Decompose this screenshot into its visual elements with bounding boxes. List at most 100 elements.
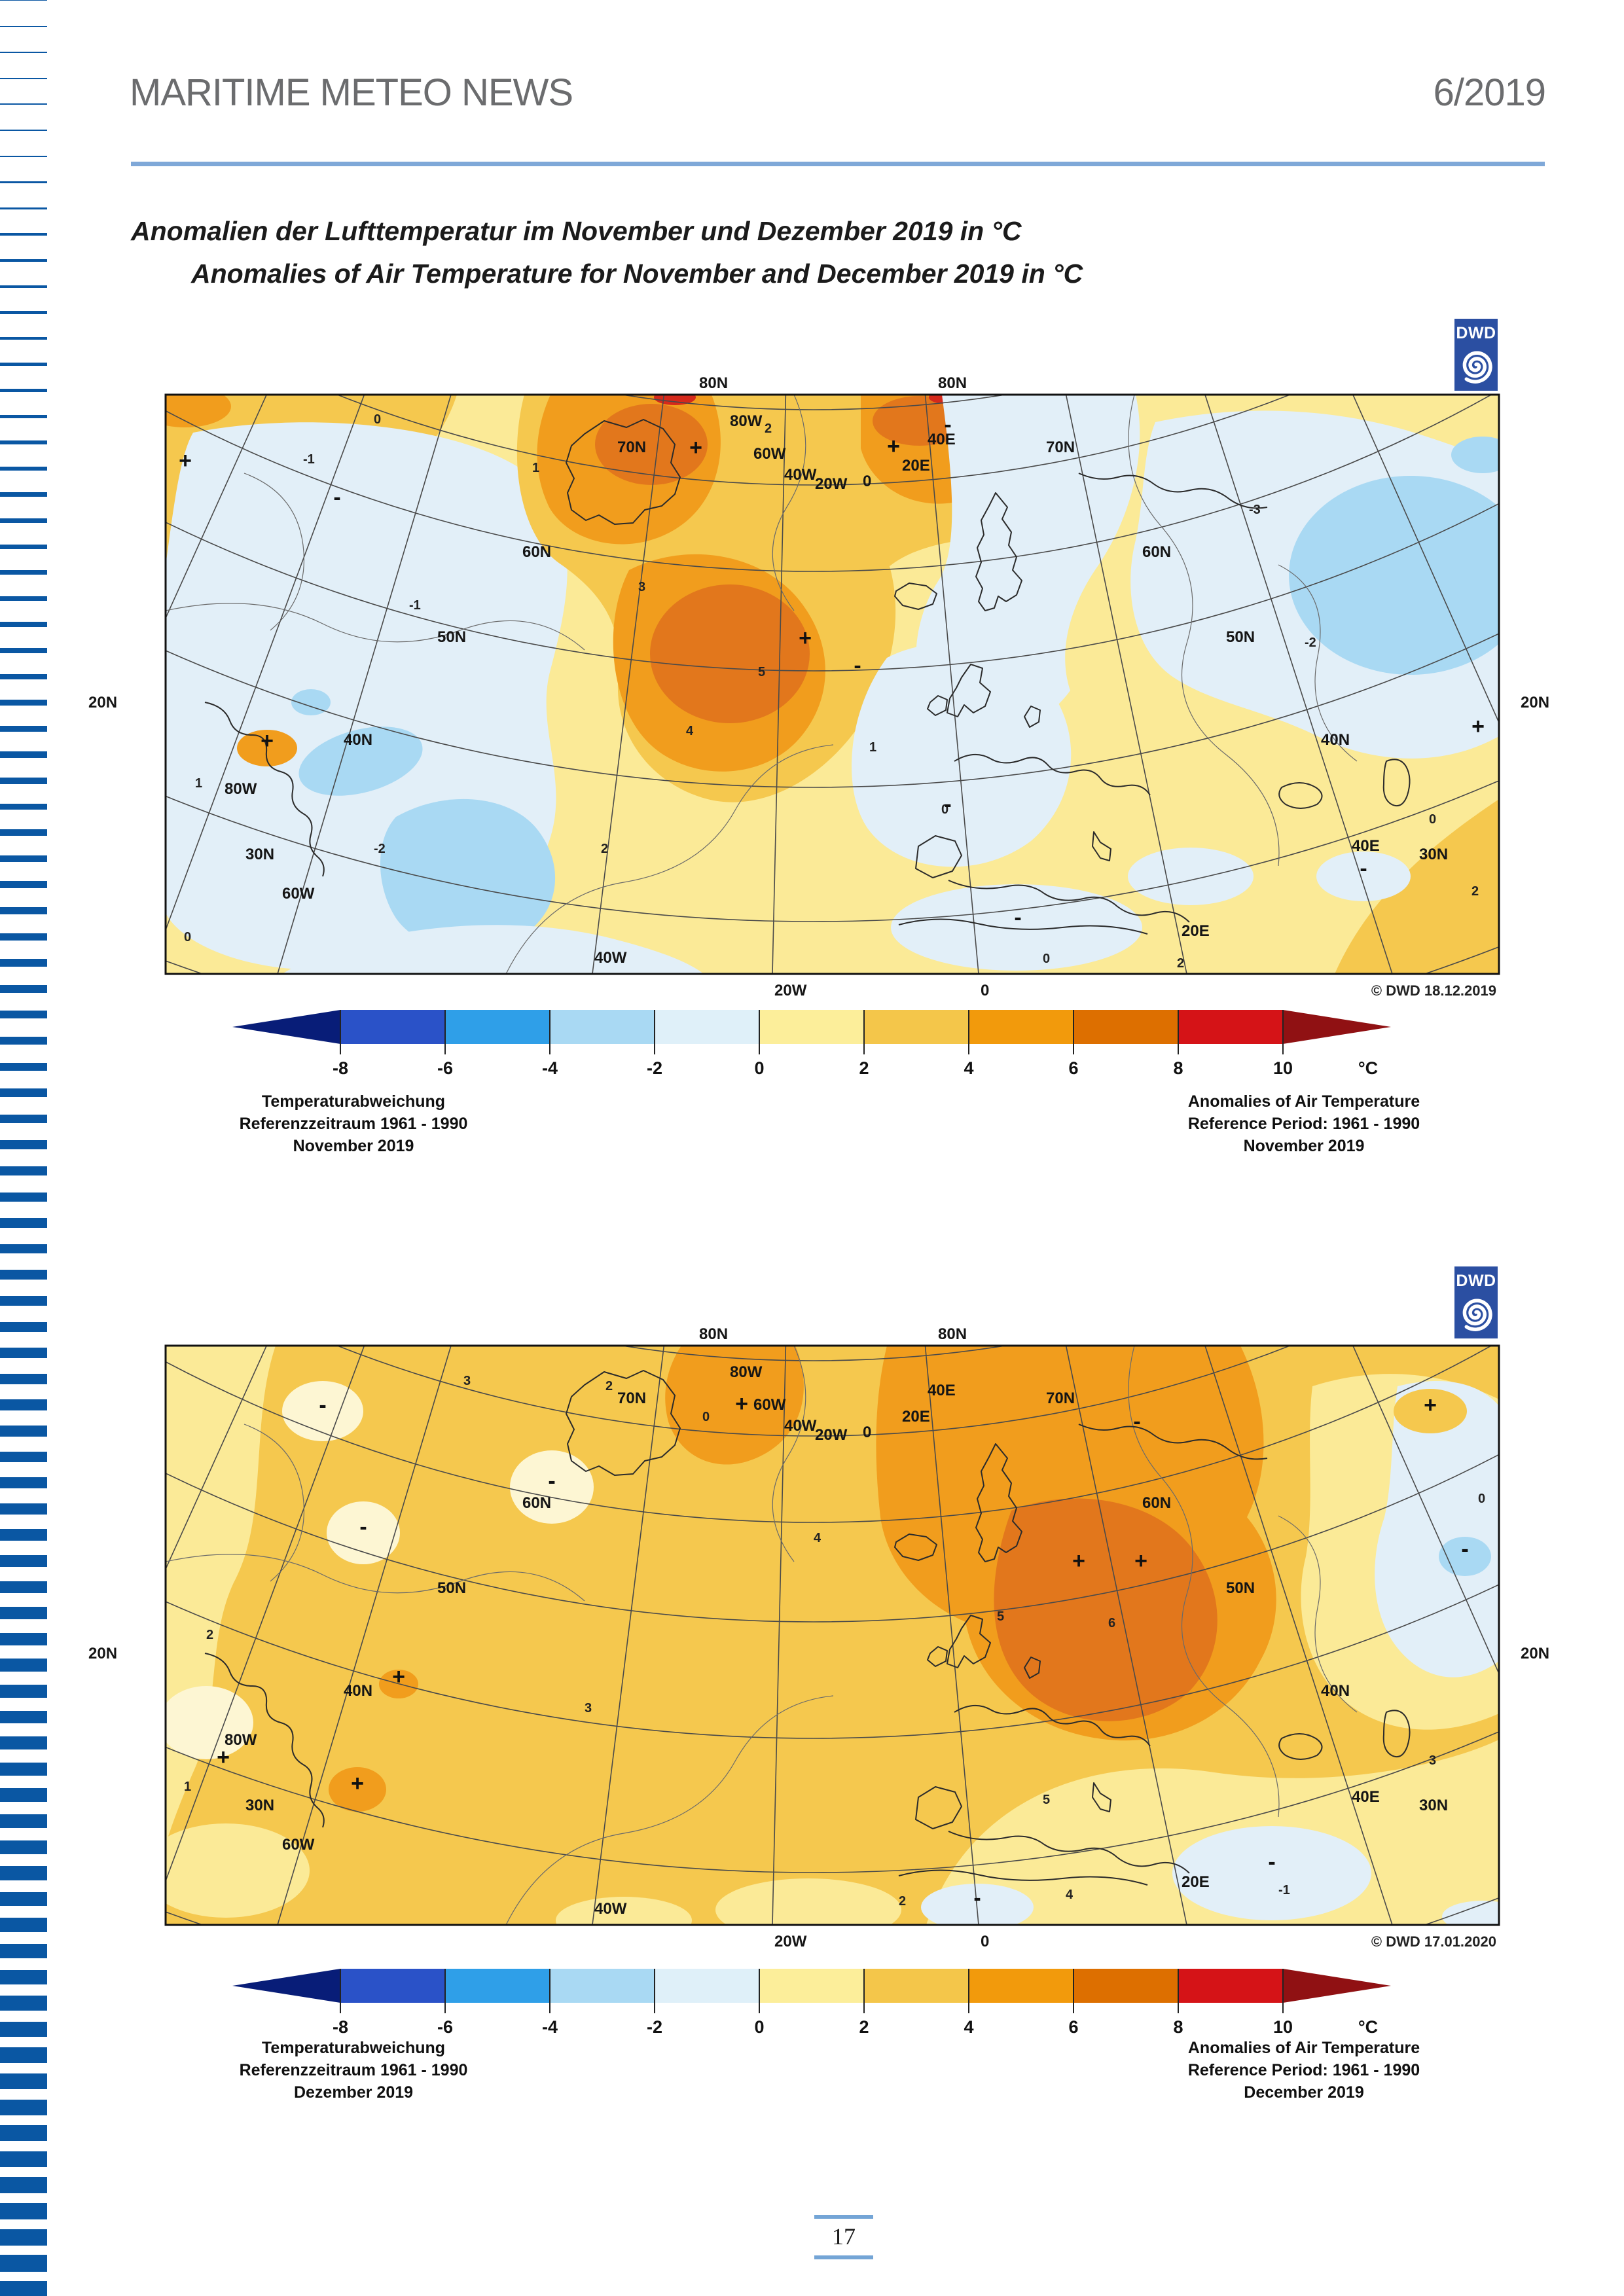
binding-stripe (0, 778, 47, 784)
colorbar-tick-label: 10 (1273, 2017, 1293, 2037)
binding-stripe (0, 259, 47, 262)
binding-stripe (0, 1062, 47, 1071)
binding-stripe (0, 2255, 47, 2272)
colorbar-segment (655, 1010, 759, 1044)
latitude-arc (621, 395, 1007, 410)
graticule-label: 60W (282, 1836, 315, 1854)
binding-stripe (0, 1244, 47, 1254)
anomaly-region (510, 1450, 594, 1524)
contour-value-label: -2 (1305, 636, 1316, 650)
extremum-mark: - (1268, 1850, 1275, 1874)
graticule-label: 50N (1226, 628, 1255, 646)
contour-value-label: 3 (1429, 1753, 1436, 1768)
extremum-mark: + (351, 1771, 364, 1796)
coastline (948, 880, 1190, 923)
coastline (898, 1869, 1148, 1886)
contour-value-label: 2 (605, 1379, 613, 1393)
binding-stripe (0, 0, 47, 1)
extremum-mark: + (799, 626, 812, 651)
graticule-label: 70N (1046, 1390, 1075, 1407)
dwd-logo: DWD (1454, 319, 1498, 391)
header-divider (131, 162, 1545, 166)
colorbar-segment (864, 1969, 969, 2003)
graticule-label: 40N (1321, 731, 1350, 749)
colorbar-right-arrow (1283, 1969, 1391, 2003)
coastline (927, 695, 948, 716)
binding-stripe (0, 622, 47, 628)
binding-stripe (0, 596, 47, 601)
graticule-label: 0 (863, 473, 871, 490)
graticule-label: 30N (245, 846, 274, 863)
graticule-label: 40W (594, 1900, 627, 1918)
graticule-label: 20W (774, 982, 807, 999)
colorbar-segment (1074, 1010, 1178, 1044)
anomaly-region (650, 584, 810, 723)
extremum-mark: + (392, 1664, 405, 1689)
binding-stripe (0, 1529, 47, 1541)
graticule-label: 80N (938, 1325, 967, 1343)
binding-stripe (0, 1685, 47, 1698)
contour-line (166, 1554, 585, 1602)
contour-value-label: 3 (638, 580, 645, 594)
graticule-label: 40W (594, 949, 627, 967)
map-border (164, 393, 1500, 975)
colorbar-segment (550, 1969, 655, 2003)
meridian-line (277, 395, 452, 974)
binding-stripe (0, 673, 47, 679)
extremum-mark: + (217, 1745, 230, 1770)
caption-line: Temperaturabweichung (261, 2039, 446, 2057)
contour-value-label: 0 (1043, 952, 1050, 966)
binding-stripe (0, 1321, 47, 1333)
meridian-line (277, 1346, 452, 1925)
caption-line: November 2019 (1243, 1137, 1365, 1155)
graticule-label: 20E (1182, 922, 1210, 940)
binding-stripe (0, 855, 47, 863)
colorbar-tick-label: 10 (1273, 1058, 1293, 1078)
binding-stripe (0, 2021, 47, 2037)
colorbar-segment (759, 1010, 864, 1044)
graticule-label: 20E (902, 457, 930, 475)
colorbar-segment (1178, 1010, 1283, 1044)
binding-stripe (0, 1296, 47, 1306)
binding-stripe (0, 1218, 47, 1228)
meridian-line (166, 395, 268, 620)
binding-stripe (0, 1866, 47, 1880)
dwd-logo-text: DWD (1456, 1272, 1496, 1290)
graticule-label: 50N (437, 628, 466, 646)
graticule-label: 80N (699, 374, 728, 392)
meridian-line (1065, 395, 1187, 974)
latitude-arc (166, 1453, 1499, 1623)
contour-value-label: 2 (206, 1628, 213, 1642)
binding-stripe (0, 1011, 47, 1019)
colorbar-segment (340, 1010, 445, 1044)
graticule-label: 60N (1142, 543, 1171, 561)
extremum-mark: - (1360, 856, 1367, 881)
binding-stripe (0, 751, 47, 758)
anomaly-region (1451, 437, 1499, 473)
dwd-date-stamp: © DWD 17.01.2020 (1371, 1933, 1496, 1950)
graticule-label: 50N (437, 1579, 466, 1597)
coastline (566, 419, 681, 525)
anomaly-region (1335, 799, 1499, 974)
map-field (166, 395, 1499, 974)
binding-stripe (0, 285, 47, 288)
anomaly-region (921, 1884, 1034, 1925)
caption-line: Anomalies of Air Temperature (1187, 2039, 1420, 2057)
latitude-arc (166, 1583, 1499, 1739)
graticule-label: 40W (784, 1417, 817, 1435)
coastline (1382, 1710, 1411, 1758)
anomaly-region (715, 1878, 901, 1925)
caption-line: Anomalies of Air Temperature (1187, 1092, 1420, 1111)
graticule-label: 20W (815, 475, 848, 493)
binding-stripe (0, 103, 47, 105)
extremum-mark: + (689, 435, 702, 460)
meridian-line (166, 1346, 268, 1571)
binding-stripe (0, 440, 47, 444)
binding-stripe (0, 2151, 47, 2168)
binding-stripe (0, 77, 47, 79)
coastline (915, 1786, 962, 1829)
caption-line: Dezember 2019 (293, 2083, 414, 2102)
anomaly-region (291, 689, 331, 715)
coastline (566, 1370, 681, 1476)
meridian-line (1204, 395, 1393, 974)
